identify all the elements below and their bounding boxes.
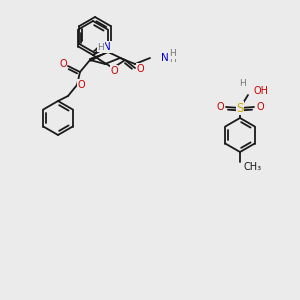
Text: H: H	[169, 50, 176, 58]
Text: S: S	[236, 101, 244, 115]
Text: CH₃: CH₃	[243, 162, 261, 172]
Text: O: O	[136, 64, 144, 74]
Text: O: O	[216, 102, 224, 112]
Polygon shape	[89, 52, 108, 62]
Text: N: N	[103, 42, 111, 52]
Text: O: O	[256, 102, 264, 112]
Text: H: H	[240, 80, 246, 88]
Text: OH: OH	[253, 86, 268, 96]
Text: O: O	[110, 66, 118, 76]
Text: H: H	[169, 56, 176, 64]
Text: H: H	[98, 43, 104, 52]
Text: O: O	[77, 80, 85, 90]
Text: O: O	[59, 59, 67, 69]
Text: N: N	[161, 53, 169, 63]
